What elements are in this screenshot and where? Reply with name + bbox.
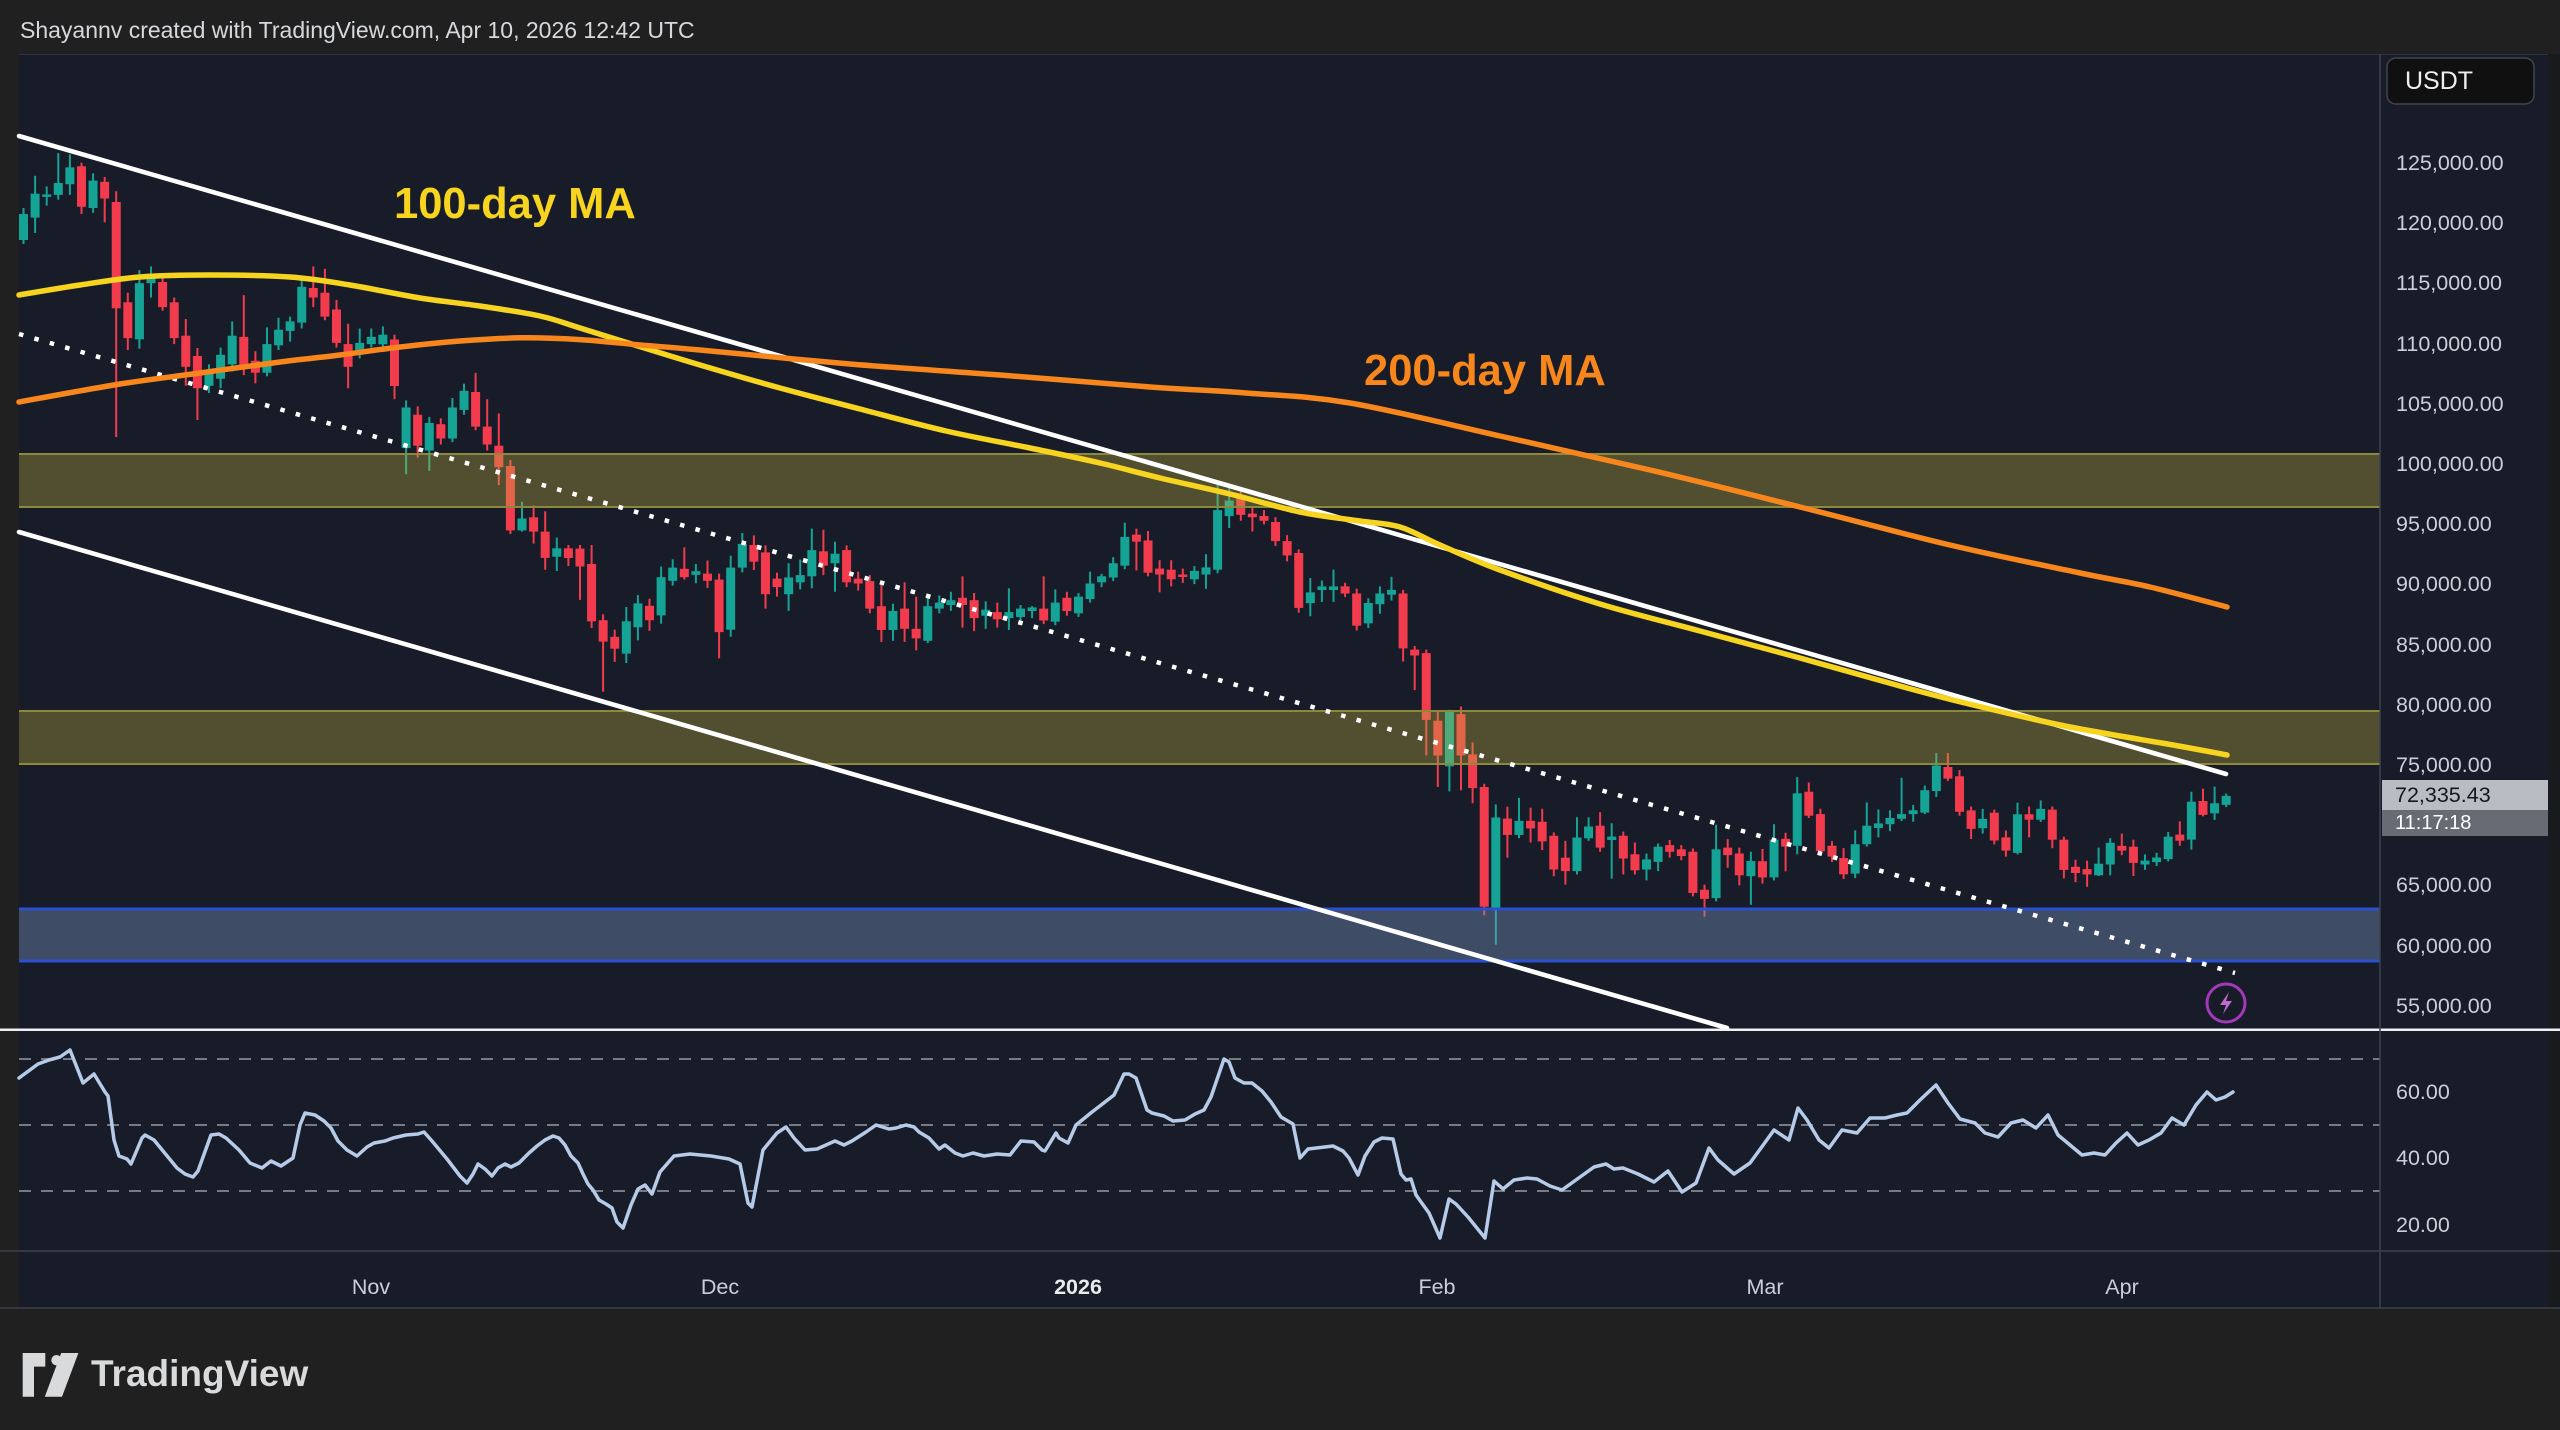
svg-text:110,000.00: 110,000.00 (2396, 332, 2502, 356)
svg-text:60,000.00: 60,000.00 (2396, 934, 2492, 958)
svg-text:Shayannv created with TradingV: Shayannv created with TradingView.com, A… (20, 17, 695, 43)
svg-text:11:17:18: 11:17:18 (2395, 812, 2471, 834)
svg-text:60.00: 60.00 (2396, 1080, 2450, 1104)
svg-text:200-day MA: 200-day MA (1364, 347, 1606, 395)
svg-text:120,000.00: 120,000.00 (2396, 211, 2504, 235)
svg-text:95,000.00: 95,000.00 (2396, 512, 2492, 536)
svg-text:Feb: Feb (1418, 1275, 1455, 1299)
svg-text:Dec: Dec (701, 1275, 739, 1299)
svg-text:65,000.00: 65,000.00 (2396, 873, 2492, 897)
svg-text:Mar: Mar (1746, 1275, 1783, 1299)
svg-text:Nov: Nov (352, 1275, 390, 1299)
svg-text:105,000.00: 105,000.00 (2396, 392, 2504, 416)
svg-text:90,000.00: 90,000.00 (2396, 572, 2492, 596)
svg-text:USDT: USDT (2405, 67, 2473, 95)
svg-text:100-day MA: 100-day MA (394, 180, 636, 228)
svg-text:100,000.00: 100,000.00 (2396, 452, 2504, 476)
svg-text:85,000.00: 85,000.00 (2396, 633, 2492, 657)
svg-text:2026: 2026 (1054, 1275, 1102, 1299)
svg-text:80,000.00: 80,000.00 (2396, 693, 2492, 717)
svg-text:72,335.43: 72,335.43 (2395, 783, 2491, 807)
svg-text:55,000.00: 55,000.00 (2396, 994, 2492, 1018)
svg-text:TradingView: TradingView (91, 1353, 308, 1394)
svg-text:75,000.00: 75,000.00 (2396, 753, 2492, 777)
svg-text:115,000.00: 115,000.00 (2396, 271, 2502, 295)
svg-text:Apr: Apr (2105, 1275, 2138, 1299)
svg-text:40.00: 40.00 (2396, 1146, 2450, 1170)
svg-text:125,000.00: 125,000.00 (2396, 151, 2504, 175)
svg-text:20.00: 20.00 (2396, 1213, 2450, 1237)
